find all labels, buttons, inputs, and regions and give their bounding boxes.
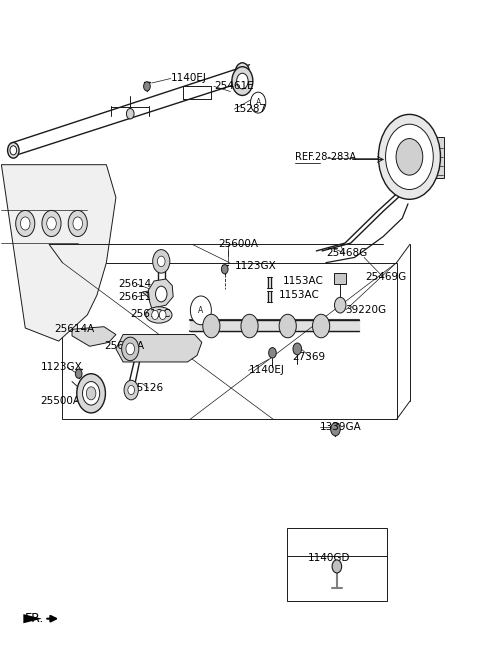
Text: 25500A: 25500A [40, 396, 81, 406]
Text: 39220G: 39220G [345, 304, 386, 315]
Polygon shape [24, 614, 42, 623]
Text: 25612C: 25612C [130, 308, 171, 319]
Circle shape [335, 297, 346, 313]
Text: FR.: FR. [24, 612, 44, 625]
Text: 1123GX: 1123GX [235, 261, 277, 271]
Bar [335, 273, 346, 283]
Text: 25620A: 25620A [104, 341, 144, 352]
Text: 25614A: 25614A [54, 324, 94, 335]
Text: A: A [255, 98, 261, 107]
Circle shape [73, 217, 83, 230]
Circle shape [159, 310, 166, 319]
Bar [62, 262, 396, 419]
Text: 1140EJ: 1140EJ [249, 365, 285, 375]
Circle shape [279, 314, 296, 338]
Circle shape [191, 296, 211, 325]
Circle shape [77, 374, 106, 413]
Polygon shape [116, 335, 202, 362]
Polygon shape [148, 279, 173, 308]
Circle shape [121, 337, 139, 361]
Text: 1123GX: 1123GX [40, 362, 82, 372]
Text: 1140GD: 1140GD [308, 553, 350, 563]
Text: 1140EJ: 1140EJ [171, 73, 207, 83]
Circle shape [232, 67, 253, 96]
Text: 25461E: 25461E [214, 81, 253, 91]
Polygon shape [142, 287, 171, 305]
Circle shape [75, 369, 82, 379]
Text: 25468G: 25468G [326, 248, 367, 258]
Polygon shape [1, 165, 116, 341]
Circle shape [152, 310, 158, 319]
Circle shape [251, 92, 266, 113]
Text: 1153AC: 1153AC [279, 291, 320, 300]
Circle shape [157, 256, 165, 266]
Bar [431, 137, 444, 178]
Circle shape [42, 211, 61, 237]
Text: 1339GA: 1339GA [320, 422, 362, 432]
Circle shape [126, 108, 134, 119]
Text: 27369: 27369 [292, 352, 325, 362]
Circle shape [203, 314, 220, 338]
Circle shape [83, 382, 100, 405]
Circle shape [124, 380, 138, 400]
Circle shape [396, 138, 423, 175]
Circle shape [10, 146, 17, 155]
Circle shape [128, 386, 134, 395]
Bar [287, 528, 387, 601]
Circle shape [237, 73, 248, 89]
Circle shape [221, 264, 228, 274]
Circle shape [144, 82, 150, 91]
Circle shape [86, 387, 96, 400]
Circle shape [21, 217, 30, 230]
Circle shape [47, 217, 56, 230]
Circle shape [331, 422, 340, 436]
Circle shape [156, 286, 167, 302]
Circle shape [332, 560, 342, 573]
Circle shape [241, 314, 258, 338]
Polygon shape [72, 327, 116, 346]
Text: 25600A: 25600A [218, 239, 259, 249]
Circle shape [16, 211, 35, 237]
Text: A: A [198, 306, 204, 315]
Circle shape [293, 343, 301, 355]
Ellipse shape [146, 307, 172, 323]
Circle shape [68, 211, 87, 237]
Circle shape [153, 250, 170, 273]
Circle shape [385, 124, 433, 190]
Text: 1153AC: 1153AC [283, 276, 324, 286]
Text: 15287: 15287 [234, 104, 267, 114]
Circle shape [312, 314, 330, 338]
Circle shape [126, 343, 134, 355]
Text: 25126: 25126 [130, 383, 163, 393]
Circle shape [269, 348, 276, 358]
Text: 25611: 25611 [118, 292, 151, 302]
Text: 25614: 25614 [118, 279, 151, 289]
Text: REF.28-283A: REF.28-283A [295, 152, 356, 162]
Circle shape [235, 63, 250, 83]
Text: 25469G: 25469G [365, 272, 406, 282]
Circle shape [378, 114, 441, 199]
Circle shape [8, 142, 19, 158]
